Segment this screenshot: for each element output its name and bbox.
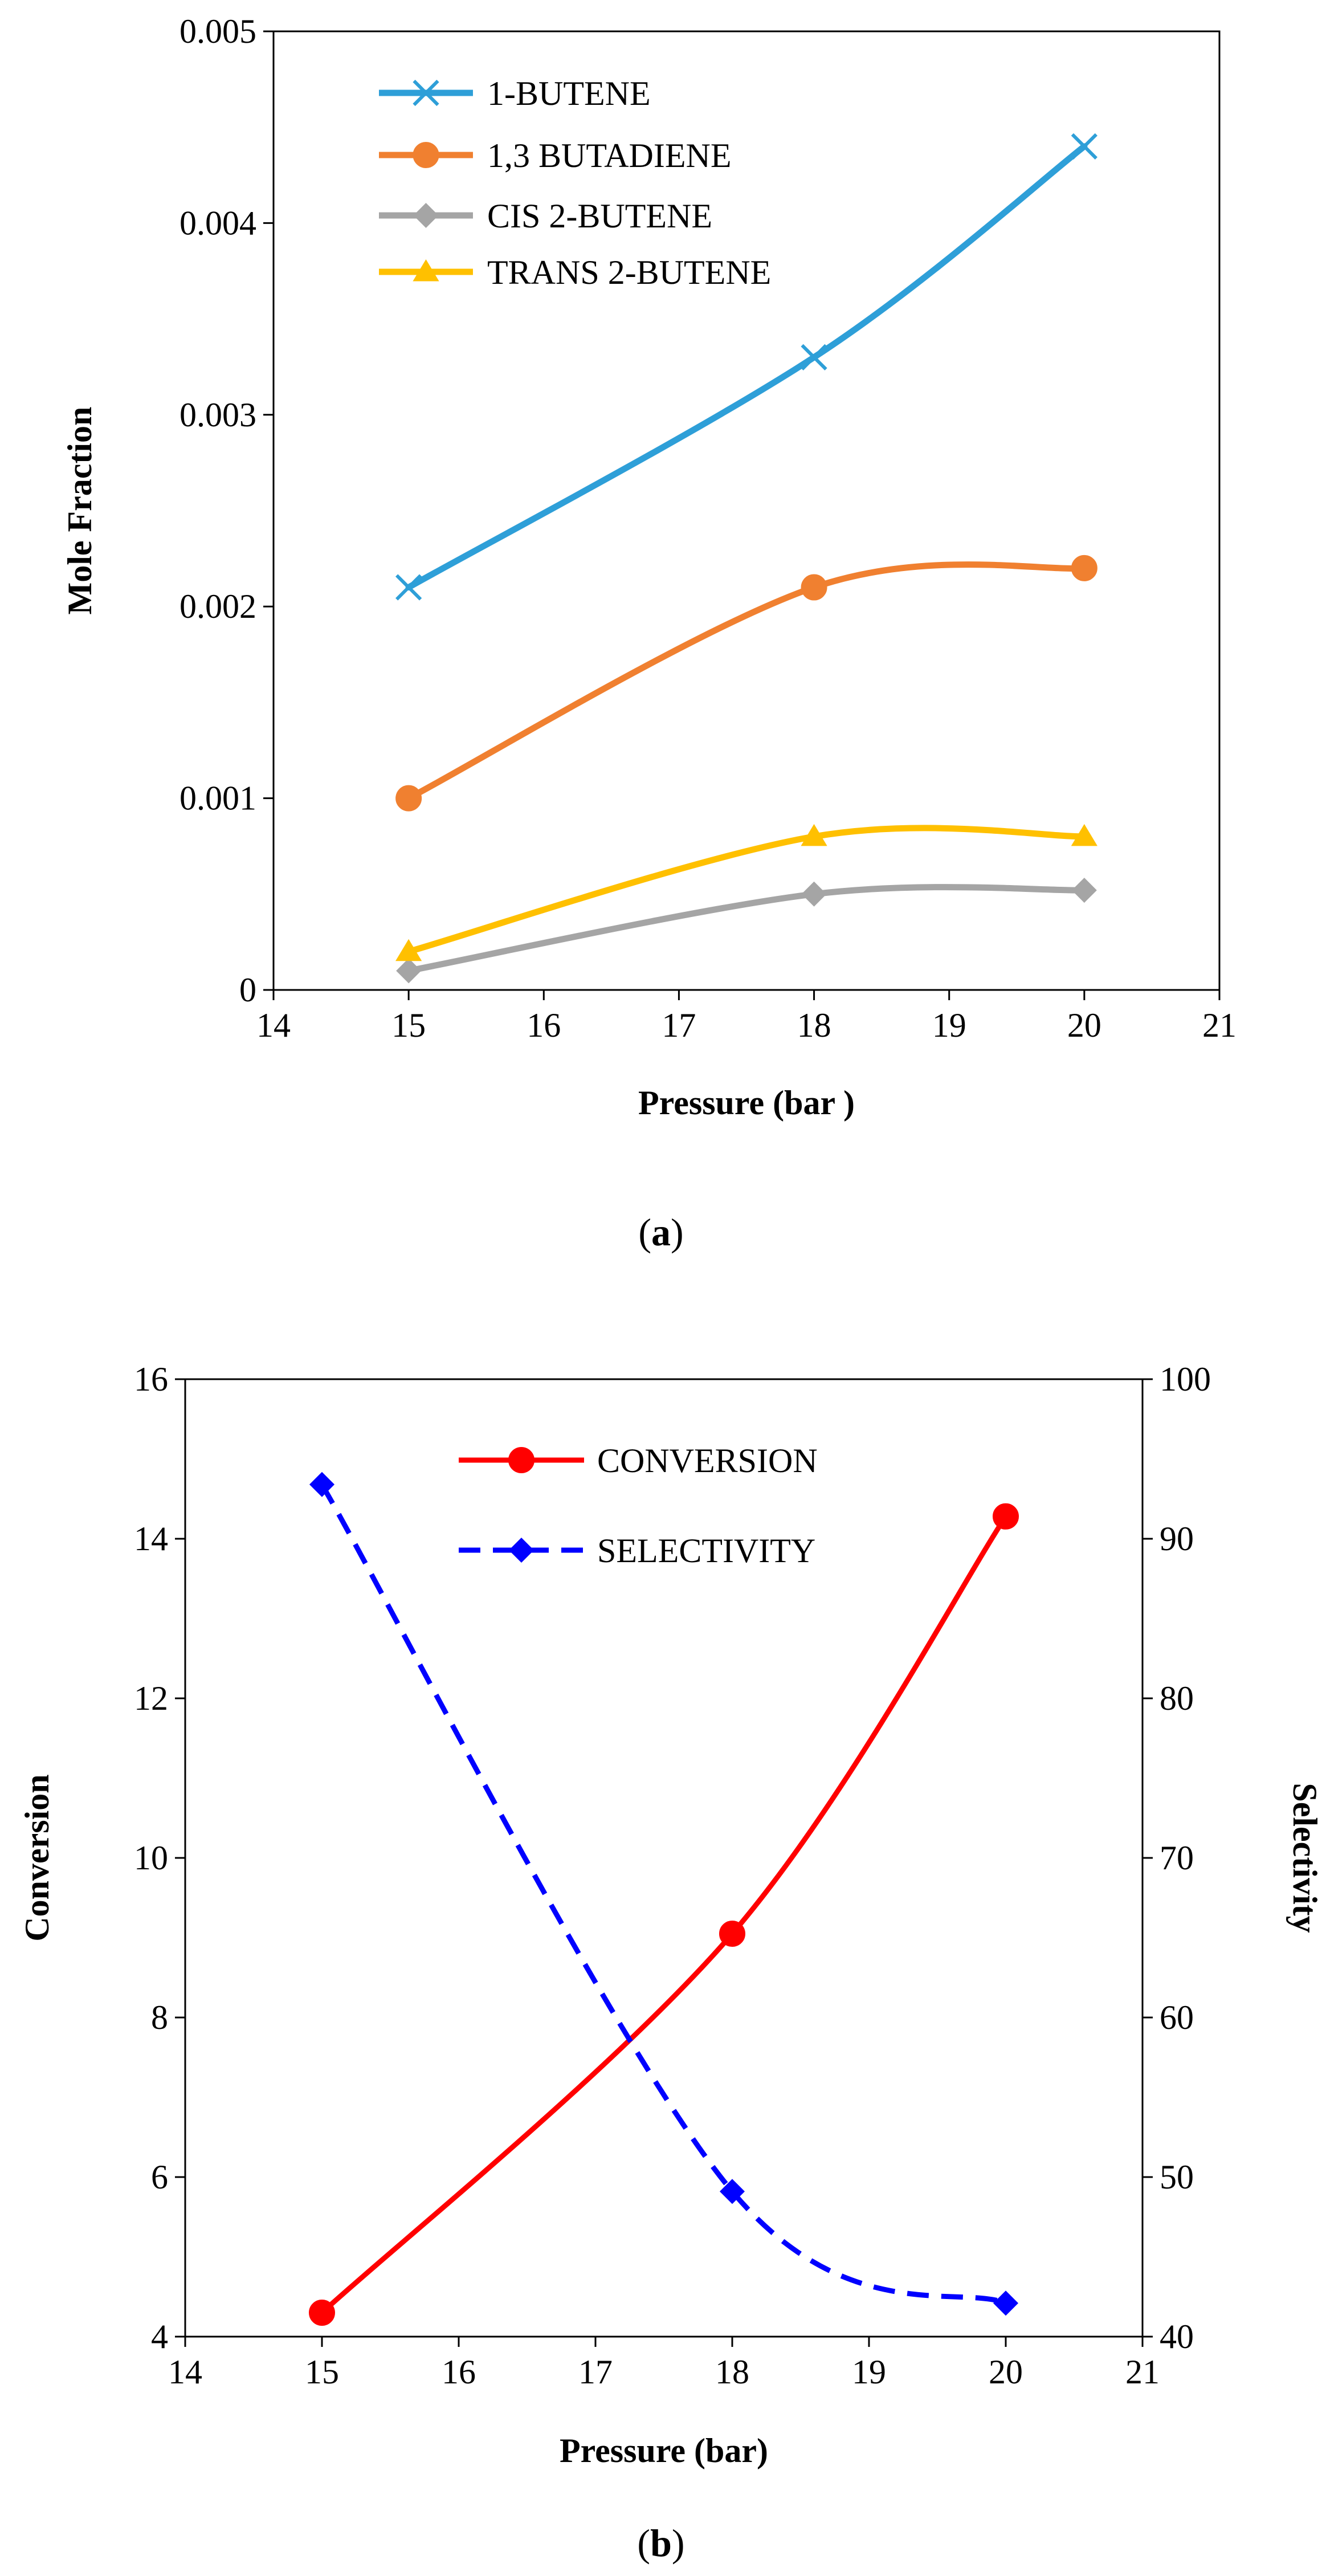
data-point xyxy=(309,1472,334,1497)
data-point xyxy=(395,939,422,961)
y-tick-label: 14 xyxy=(134,1520,168,1558)
y2-tick-label: 40 xyxy=(1160,2318,1194,2355)
x-axis-title: Pressure (bar) xyxy=(560,2432,768,2469)
chart-a: 14 15 16 17 18 19 20 21 0 0.001 0.002 0.003 0.004 0.0… xyxy=(61,13,1237,1254)
data-point xyxy=(719,1921,745,1947)
caption-b: (b) xyxy=(637,2521,684,2565)
x-tick-label: 17 xyxy=(662,1006,696,1044)
data-point xyxy=(993,1503,1019,1530)
caption-letter: a xyxy=(651,1210,671,1254)
x-tick-label: 18 xyxy=(797,1006,831,1044)
caption-paren-open: ( xyxy=(638,1210,651,1254)
y2-tick-label: 80 xyxy=(1160,1680,1194,1717)
data-point xyxy=(801,881,827,907)
y-tick-label: 8 xyxy=(151,1999,168,2036)
x-axis-title: Pressure (bar ) xyxy=(638,1084,855,1122)
y-tick-label: 10 xyxy=(134,1839,168,1877)
legend-marker xyxy=(509,1538,534,1563)
legend-marker xyxy=(413,142,439,168)
series-line-2 xyxy=(405,884,1088,974)
caption-a: (a) xyxy=(638,1210,683,1254)
caption-paren-close: ) xyxy=(672,2521,685,2565)
data-point xyxy=(720,2179,745,2204)
data-point xyxy=(993,2290,1018,2316)
y2-tick-label: 100 xyxy=(1160,1360,1211,1398)
legend-label: 1-BUTENE xyxy=(487,75,651,112)
y2-tick-label: 70 xyxy=(1160,1839,1194,1877)
legend-label: SELECTIVITY xyxy=(597,1532,815,1570)
legend-label: CONVERSION xyxy=(597,1442,818,1479)
data-point xyxy=(395,785,422,812)
x-tick-label: 14 xyxy=(168,2353,202,2391)
y2-tick-label: 60 xyxy=(1160,1999,1194,2036)
legend-marker xyxy=(413,259,439,282)
y-tick-label: 4 xyxy=(151,2318,168,2355)
x-tick-label: 20 xyxy=(989,2353,1023,2391)
y2-axis-title: Selectivity xyxy=(1286,1783,1322,1933)
y-axis-title: Mole Fraction xyxy=(61,407,99,615)
y-axis-title: Conversion xyxy=(18,1774,56,1941)
y2-tick-label: 90 xyxy=(1160,1520,1194,1558)
x-tick-label: 16 xyxy=(527,1006,561,1044)
x-tick-label: 21 xyxy=(1125,2353,1160,2391)
data-point xyxy=(396,958,422,984)
x-tick-label: 18 xyxy=(715,2353,749,2391)
plot-area-frame xyxy=(272,30,1221,991)
chart-b: 14 15 16 17 18 19 20 21 4 6 8 10 12 14 16 40 50 60 70 80 90 1… xyxy=(18,1360,1322,2565)
data-point xyxy=(309,2300,335,2326)
y-tick-label: 6 xyxy=(151,2158,168,2196)
y-tick-label: 0.003 xyxy=(179,396,256,434)
x-tick-label: 20 xyxy=(1067,1006,1101,1044)
x-tick-label: 14 xyxy=(256,1006,291,1044)
series-line-1 xyxy=(405,561,1088,802)
caption-paren-open: ( xyxy=(637,2521,650,2565)
legend-label: CIS 2-BUTENE xyxy=(487,197,712,235)
legend-marker xyxy=(508,1447,534,1473)
x-tick-label: 15 xyxy=(391,1006,426,1044)
x-tick-label: 21 xyxy=(1202,1006,1237,1044)
data-point xyxy=(801,574,827,601)
series-line-0 xyxy=(320,1515,1008,2315)
series-line-3 xyxy=(405,825,1088,955)
x-tick-label: 16 xyxy=(442,2353,476,2391)
y-tick-label: 0.004 xyxy=(179,204,256,242)
data-point xyxy=(395,574,422,601)
x-tick-label: 17 xyxy=(578,2353,613,2391)
y2-tick-label: 50 xyxy=(1160,2158,1194,2196)
legend-marker xyxy=(413,203,439,228)
legend-marker xyxy=(413,79,439,107)
series-line-1 xyxy=(320,1483,1007,2306)
series-line-0 xyxy=(405,143,1088,591)
data-point xyxy=(1071,878,1097,903)
data-point xyxy=(1071,824,1097,846)
caption-paren-close: ) xyxy=(671,1210,684,1254)
caption-letter: b xyxy=(650,2521,672,2565)
x-tick-label: 15 xyxy=(305,2353,339,2391)
y-tick-label: 0.001 xyxy=(179,780,256,817)
y-tick-label: 0 xyxy=(239,971,256,1009)
data-point xyxy=(801,824,827,846)
legend-label: TRANS 2-BUTENE xyxy=(487,254,771,291)
data-point xyxy=(1071,133,1097,160)
y-tick-label: 12 xyxy=(134,1680,168,1717)
x-tick-label: 19 xyxy=(852,2353,886,2391)
legend-label: 1,3 BUTADIENE xyxy=(487,137,731,174)
data-point xyxy=(1071,555,1097,581)
y-tick-label: 0.005 xyxy=(179,13,256,50)
data-point xyxy=(801,344,827,371)
y-tick-label: 0.002 xyxy=(179,588,256,625)
x-tick-label: 19 xyxy=(932,1006,966,1044)
y-tick-label: 16 xyxy=(134,1360,168,1398)
